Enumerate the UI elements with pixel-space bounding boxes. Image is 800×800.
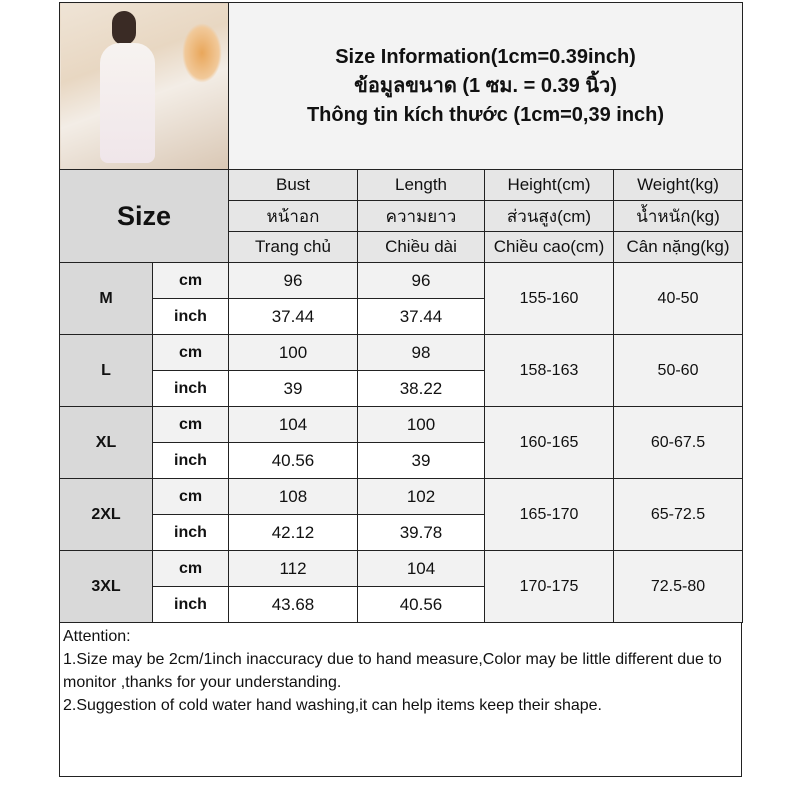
- header-height-th: ส่วนสูง(cm): [484, 200, 614, 232]
- unit-cm: cm: [152, 478, 229, 515]
- header-length-en: Length: [357, 169, 485, 201]
- table-row: L cm 100 98 158-163 50-60: [59, 334, 744, 407]
- size-header: Size: [59, 169, 229, 263]
- size-label: XL: [59, 406, 153, 479]
- length-inch: 37.44: [357, 298, 485, 335]
- header-bust-th: หน้าอก: [228, 200, 358, 232]
- bust-cm: 104: [228, 406, 358, 443]
- length-cm: 102: [357, 478, 485, 515]
- length-cm: 100: [357, 406, 485, 443]
- height-range: 165-170: [484, 478, 614, 551]
- bust-inch: 37.44: [228, 298, 358, 335]
- attention-note: Attention: 1.Size may be 2cm/1inch inacc…: [59, 623, 742, 777]
- weight-range: 60-67.5: [612, 406, 744, 479]
- product-photo: [59, 2, 229, 170]
- table-row: 2XL cm 108 102 165-170 65-72.5: [59, 478, 744, 551]
- unit-inch: inch: [152, 370, 229, 407]
- height-range: 160-165: [484, 406, 614, 479]
- title-english: Size Information(1cm=0.39inch): [335, 45, 636, 68]
- size-label: L: [59, 334, 153, 407]
- height-range: 170-175: [484, 550, 614, 623]
- height-range: 158-163: [484, 334, 614, 407]
- unit-cm: cm: [152, 334, 229, 371]
- header-height-en: Height(cm): [484, 169, 614, 201]
- unit-inch: inch: [152, 514, 229, 551]
- size-label: M: [59, 262, 153, 335]
- table-row: inch 37.44 37.44: [60, 298, 743, 335]
- header-bust-en: Bust: [228, 169, 358, 201]
- length-inch: 40.56: [357, 586, 485, 623]
- weight-range: 72.5-80: [612, 550, 744, 623]
- length-inch: 39: [357, 442, 485, 479]
- bust-inch: 42.12: [228, 514, 358, 551]
- weight-range: 65-72.5: [612, 478, 744, 551]
- table-row: XL cm 104 100 160-165 60-67.5: [59, 406, 744, 479]
- unit-cm: cm: [152, 406, 229, 443]
- length-cm: 104: [357, 550, 485, 587]
- bust-cm: 96: [228, 262, 358, 299]
- bust-inch: 39: [228, 370, 358, 407]
- header-bust-vi: Trang chủ: [228, 231, 358, 263]
- weight-range: 40-50: [612, 262, 744, 335]
- table-row: inch 43.68 40.56: [60, 586, 743, 623]
- size-label: 2XL: [59, 478, 153, 551]
- table-row: inch 39 38.22: [60, 370, 743, 407]
- size-table: Size Information(1cm=0.39inch) ข้อมูลขนา…: [59, 2, 744, 623]
- length-cm: 98: [357, 334, 485, 371]
- attention-line-2: 2.Suggestion of cold water hand washing,…: [63, 697, 602, 714]
- table-row: inch 40.56 39: [60, 442, 743, 479]
- table-row: 3XL cm 112 104 170-175 72.5-80: [59, 550, 744, 623]
- header-height-vi: Chiều cao(cm): [484, 231, 614, 263]
- unit-inch: inch: [152, 442, 229, 479]
- title-vietnamese: Thông tin kích thước (1cm=0,39 inch): [306, 103, 665, 126]
- header-length-vi: Chiều dài: [357, 231, 485, 263]
- weight-range: 50-60: [612, 334, 744, 407]
- bust-cm: 100: [228, 334, 358, 371]
- header-weight-vi: Cân nặng(kg): [612, 231, 744, 263]
- unit-cm: cm: [152, 262, 229, 299]
- size-chart: Size Information(1cm=0.39inch) ข้อมูลขนา…: [59, 2, 744, 777]
- length-inch: 39.78: [357, 514, 485, 551]
- unit-cm: cm: [152, 550, 229, 587]
- chart-title: Size Information(1cm=0.39inch) ข้อมูลขนา…: [227, 2, 744, 170]
- title-thai: ข้อมูลขนาด (1 ซม. = 0.39 นิ้ว): [354, 74, 617, 97]
- attention-heading: Attention:: [63, 628, 131, 645]
- bust-cm: 112: [228, 550, 358, 587]
- height-range: 155-160: [484, 262, 614, 335]
- table-row: inch 42.12 39.78: [60, 514, 743, 551]
- length-cm: 96: [357, 262, 485, 299]
- size-label: 3XL: [59, 550, 153, 623]
- length-inch: 38.22: [357, 370, 485, 407]
- bust-inch: 43.68: [228, 586, 358, 623]
- header-length-th: ความยาว: [357, 200, 485, 232]
- bust-cm: 108: [228, 478, 358, 515]
- unit-inch: inch: [152, 586, 229, 623]
- attention-line-1: 1.Size may be 2cm/1inch inaccuracy due t…: [63, 651, 722, 691]
- table-row: M cm 96 96 155-160 40-50: [59, 262, 744, 335]
- bust-inch: 40.56: [228, 442, 358, 479]
- unit-inch: inch: [152, 298, 229, 335]
- header-weight-th: น้ำหนัก(kg): [612, 200, 744, 232]
- header-weight-en: Weight(kg): [612, 169, 744, 201]
